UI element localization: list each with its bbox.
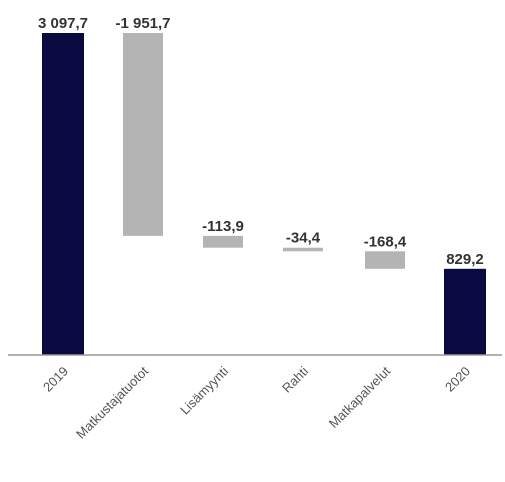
bar-matkapalvelut (365, 251, 405, 269)
value-labels-group: 3 097,7 -1 951,7 -113,9 -34,4 -168,4 829,2 (38, 15, 484, 268)
bar-2020 (444, 268, 486, 355)
x-tick-label-rahti: Rahti (279, 363, 311, 395)
bars-group (42, 33, 486, 355)
x-tick-labels-group: 2019 Matkustajatuotot Lisämyynti Rahti Matka… (40, 363, 473, 441)
bar-2019 (42, 33, 84, 355)
bar-rahti (283, 247, 323, 252)
value-label-matkustajatuotot: -1 951,7 (115, 15, 170, 32)
value-label-matkapalvelut: -168,4 (364, 233, 407, 250)
value-label-rahti: -34,4 (286, 230, 321, 247)
x-tick-label-lisämyynti: Lisämyynti (177, 363, 231, 417)
bar-lisämyynti (203, 235, 243, 248)
x-tick-label-2019: 2019 (40, 364, 71, 395)
bar-matkustajatuotot (123, 33, 163, 236)
x-tick-label-matkapalvelut: Matkapalvelut (326, 363, 394, 431)
value-label-2020: 829,2 (446, 251, 484, 268)
value-label-lisämyynti: -113,9 (202, 218, 244, 235)
value-label-2019: 3 097,7 (38, 15, 88, 32)
x-tick-label-2020: 2020 (442, 364, 473, 395)
x-tick-label-matkustajatuotot: Matkustajatuotot (73, 363, 151, 441)
